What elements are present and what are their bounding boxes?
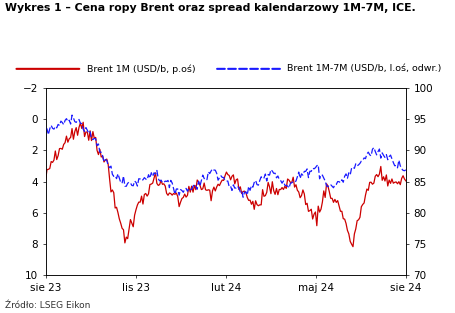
Brent 1M (USD/b, p.oś) bbox=[96, 153, 101, 156]
Brent 1M-7M (USD/b, l.oś, odwr.) bbox=[388, 157, 394, 161]
Brent 1M-7M (USD/b, l.oś, odwr.) bbox=[240, 195, 245, 199]
Text: Brent 1M (USD/b, p.oś): Brent 1M (USD/b, p.oś) bbox=[86, 64, 195, 74]
Brent 1M (USD/b, p.oś) bbox=[43, 178, 48, 182]
Brent 1M (USD/b, p.oś) bbox=[334, 199, 340, 203]
Line: Brent 1M-7M (USD/b, l.oś, odwr.): Brent 1M-7M (USD/b, l.oś, odwr.) bbox=[46, 115, 405, 197]
Brent 1M-7M (USD/b, l.oś, odwr.) bbox=[402, 168, 408, 172]
Brent 1M (USD/b, p.oś) bbox=[349, 245, 355, 249]
Brent 1M-7M (USD/b, l.oś, odwr.) bbox=[336, 180, 341, 184]
Brent 1M (USD/b, p.oś) bbox=[402, 179, 408, 183]
Text: Źródło: LSEG Eikon: Źródło: LSEG Eikon bbox=[5, 301, 90, 310]
Brent 1M-7M (USD/b, l.oś, odwr.) bbox=[43, 126, 48, 130]
Brent 1M-7M (USD/b, l.oś, odwr.) bbox=[96, 142, 101, 146]
Text: Wykres 1 – Cena ropy Brent oraz spread kalendarzowy 1M-7M, ICE.: Wykres 1 – Cena ropy Brent oraz spread k… bbox=[5, 3, 415, 13]
Brent 1M-7M (USD/b, l.oś, odwr.) bbox=[69, 113, 75, 117]
Brent 1M-7M (USD/b, l.oś, odwr.) bbox=[87, 130, 93, 134]
Brent 1M-7M (USD/b, l.oś, odwr.) bbox=[194, 187, 199, 191]
Brent 1M (USD/b, p.oś) bbox=[80, 121, 86, 124]
Brent 1M (USD/b, p.oś) bbox=[388, 177, 394, 181]
Brent 1M-7M (USD/b, l.oś, odwr.) bbox=[196, 179, 201, 183]
Brent 1M (USD/b, p.oś) bbox=[194, 178, 199, 182]
Text: Brent 1M-7M (USD/b, l.oś, odwr.): Brent 1M-7M (USD/b, l.oś, odwr.) bbox=[287, 64, 441, 73]
Brent 1M (USD/b, p.oś) bbox=[87, 129, 93, 133]
Line: Brent 1M (USD/b, p.oś): Brent 1M (USD/b, p.oś) bbox=[46, 122, 405, 247]
Brent 1M (USD/b, p.oś) bbox=[196, 180, 201, 184]
